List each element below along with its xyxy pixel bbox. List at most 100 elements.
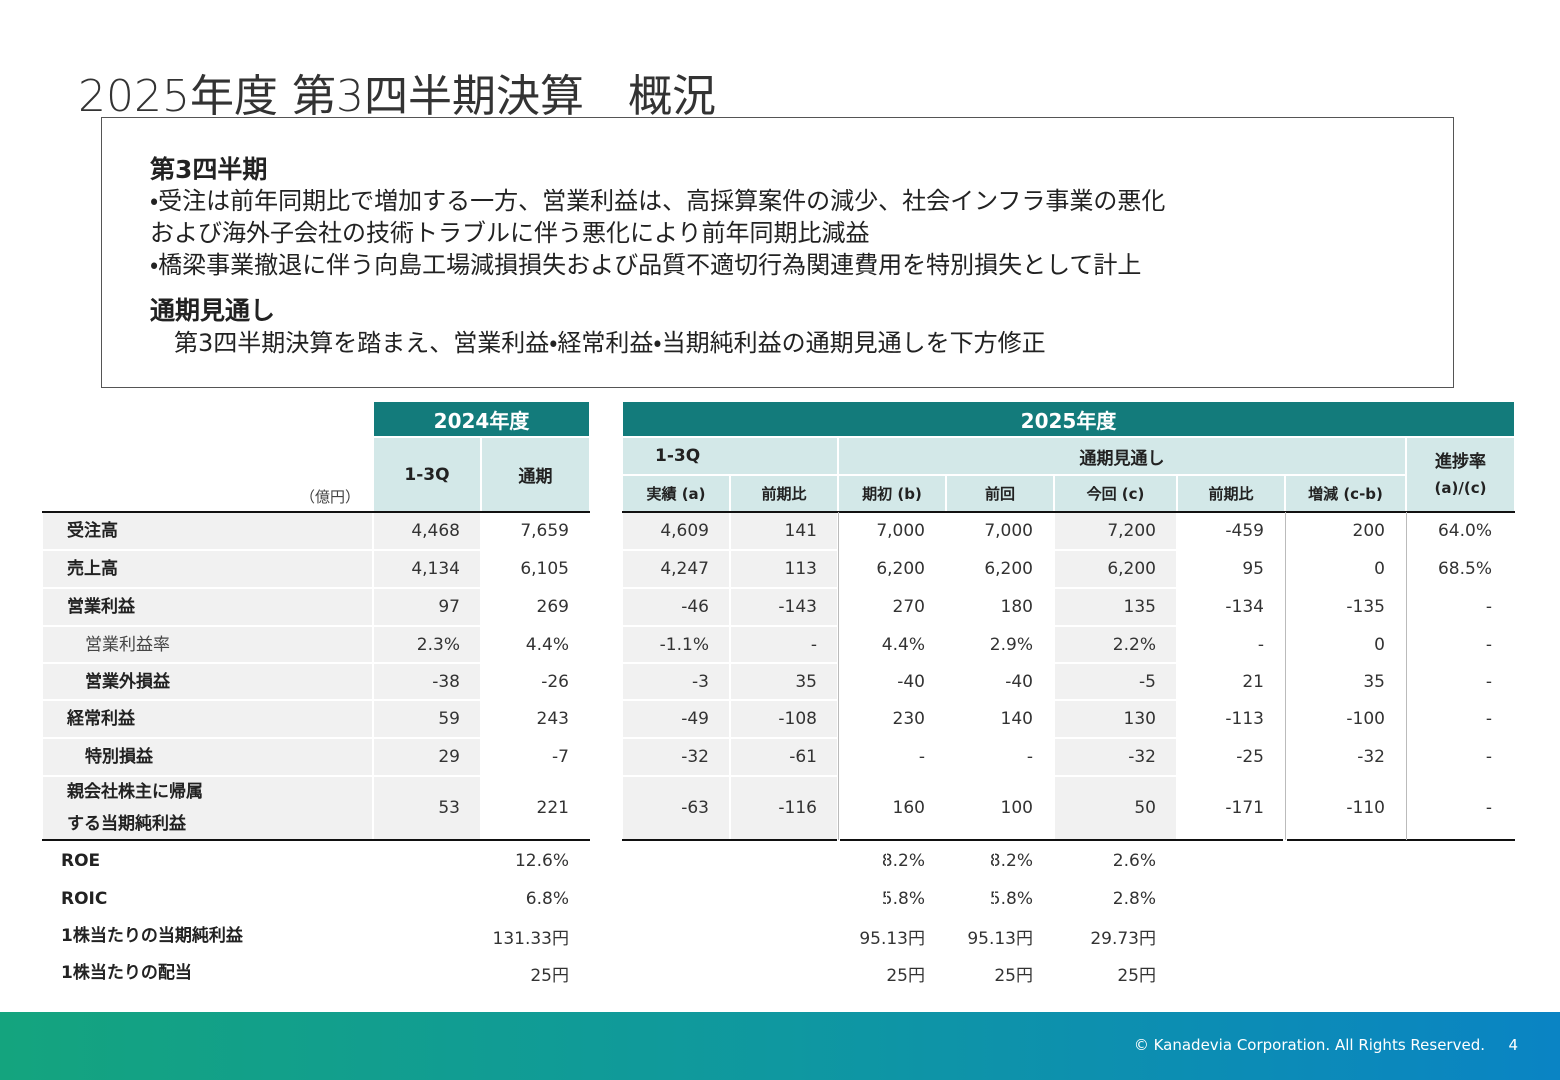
summary-heading: 通期見通し xyxy=(150,296,276,325)
column-header: 実績 (a) xyxy=(622,475,730,512)
table-cell: 7,000 xyxy=(946,512,1054,550)
table-cell: -1.1% xyxy=(622,626,730,663)
label-line: ROE xyxy=(61,851,101,871)
table-cell: -108 xyxy=(730,700,838,738)
row-label: 特別損益 xyxy=(42,738,373,776)
column-header: 前回 xyxy=(946,475,1054,512)
table-cell: 6.8% xyxy=(421,880,590,917)
table-cell: 140 xyxy=(946,700,1054,738)
footer-bar xyxy=(0,1012,1560,1080)
table-rule xyxy=(622,511,1515,513)
column-rule xyxy=(838,512,839,840)
column-header: 通期見通し xyxy=(838,437,1406,475)
table-cell: 21 xyxy=(1177,663,1285,700)
table-cell: 25円 xyxy=(994,955,1177,991)
column-rule xyxy=(1285,512,1286,840)
label-line: 営業外損益 xyxy=(85,671,170,692)
header-line: (a)/(c) xyxy=(1434,478,1487,497)
table-cell: 5.8% xyxy=(778,880,946,917)
table-cell: -32 xyxy=(622,738,730,776)
slide-title: 2025年度 第3四半期決算 概況 xyxy=(78,71,716,122)
table-cell: 8.2% xyxy=(886,842,1054,880)
column-header: 増減 (c-b) xyxy=(1285,475,1406,512)
table-cell: 25円 xyxy=(778,955,946,991)
row-label: 売上高 xyxy=(42,550,373,588)
table-cell: -46 xyxy=(622,588,730,626)
table-cell: 131.33円 xyxy=(421,917,590,955)
table-cell: -171 xyxy=(1177,776,1285,840)
table-cell: 160 xyxy=(838,776,946,840)
table-cell: 2.3% xyxy=(373,626,481,663)
table-cell: 29.73円 xyxy=(994,917,1177,955)
table-cell: -49 xyxy=(622,700,730,738)
header-line: 進捗率 xyxy=(1435,451,1486,472)
table-cell: 7,000 xyxy=(838,512,946,550)
table-cell: 4.4% xyxy=(481,626,590,663)
column-header: 期初 (b) xyxy=(838,475,946,512)
table-cell: 4,468 xyxy=(373,512,481,550)
table-cell: - xyxy=(1406,776,1515,840)
table-rule xyxy=(622,839,837,841)
column-rule xyxy=(1406,512,1407,840)
table-cell: - xyxy=(1406,588,1515,626)
table-cell: 141 xyxy=(730,512,838,550)
table-cell: 269 xyxy=(481,588,590,626)
row-label: 営業外損益 xyxy=(42,663,373,700)
table-rule xyxy=(1287,839,1515,841)
column-header: 1-3Q xyxy=(622,437,838,475)
table-cell: 180 xyxy=(946,588,1054,626)
label-line: 特別損益 xyxy=(85,747,153,767)
table-cell: 59 xyxy=(373,700,481,738)
label-line: 営業利益率 xyxy=(85,634,170,655)
table-cell: - xyxy=(1406,738,1515,776)
table-cell: - xyxy=(1406,700,1515,738)
label-line: 売上高 xyxy=(67,559,118,579)
table-cell: 35 xyxy=(730,663,838,700)
table-cell: 100 xyxy=(946,776,1054,840)
row-label: 1株当たりの当期純利益 xyxy=(42,917,373,955)
summary-line: ・橋梁事業撤退に伴う向島工場減損損失および品質不適切行為関連費用を特別損失として… xyxy=(150,251,1142,279)
table-cell: 95 xyxy=(1177,550,1285,588)
row-label: 経常利益 xyxy=(42,700,373,738)
table-cell: 25円 xyxy=(886,955,1054,991)
table-cell: 4,247 xyxy=(622,550,730,588)
table-cell: -116 xyxy=(730,776,838,840)
table-cell: -135 xyxy=(1285,588,1406,626)
table-cell: 0 xyxy=(1285,550,1406,588)
label-line: 受注高 xyxy=(67,521,118,541)
table-rule xyxy=(42,511,590,513)
table-cell: 243 xyxy=(481,700,590,738)
summary-heading: 第3四半期 xyxy=(150,155,268,184)
table-cell: - xyxy=(946,738,1054,776)
table-cell: 2.6% xyxy=(994,842,1177,880)
row-label: ROIC xyxy=(42,880,373,917)
table-cell: 2.8% xyxy=(994,880,1177,917)
table-cell: 4.4% xyxy=(838,626,946,663)
group-header: 2024年度 xyxy=(373,401,590,437)
table-cell: 97 xyxy=(373,588,481,626)
table-cell: -143 xyxy=(730,588,838,626)
column-header: 進捗率 (a)/(c) xyxy=(1406,437,1515,512)
row-label: 親会社株主に帰属 する当期純利益 xyxy=(42,776,373,840)
label-line: する当期純利益 xyxy=(67,814,186,834)
label-line: ROIC xyxy=(61,888,108,909)
table-cell: 7,200 xyxy=(1054,512,1177,550)
table-cell: 12.6% xyxy=(421,842,590,880)
table-rule xyxy=(42,839,590,841)
table-cell: -63 xyxy=(622,776,730,840)
table-cell: 95.13円 xyxy=(778,917,946,955)
table-cell: -40 xyxy=(946,663,1054,700)
column-header: 通期 xyxy=(481,437,590,512)
table-cell: 2.9% xyxy=(946,626,1054,663)
row-label: ROE xyxy=(42,842,373,880)
table-cell: 135 xyxy=(1054,588,1177,626)
label-line: 経常利益 xyxy=(67,709,135,729)
table-cell: - xyxy=(1406,663,1515,700)
table-cell: 8.2% xyxy=(778,842,946,880)
table-cell: -134 xyxy=(1177,588,1285,626)
label-line: 親会社株主に帰属 xyxy=(67,782,203,802)
table-cell: - xyxy=(1177,626,1285,663)
table-cell: 200 xyxy=(1285,512,1406,550)
summary-box xyxy=(101,117,1454,388)
